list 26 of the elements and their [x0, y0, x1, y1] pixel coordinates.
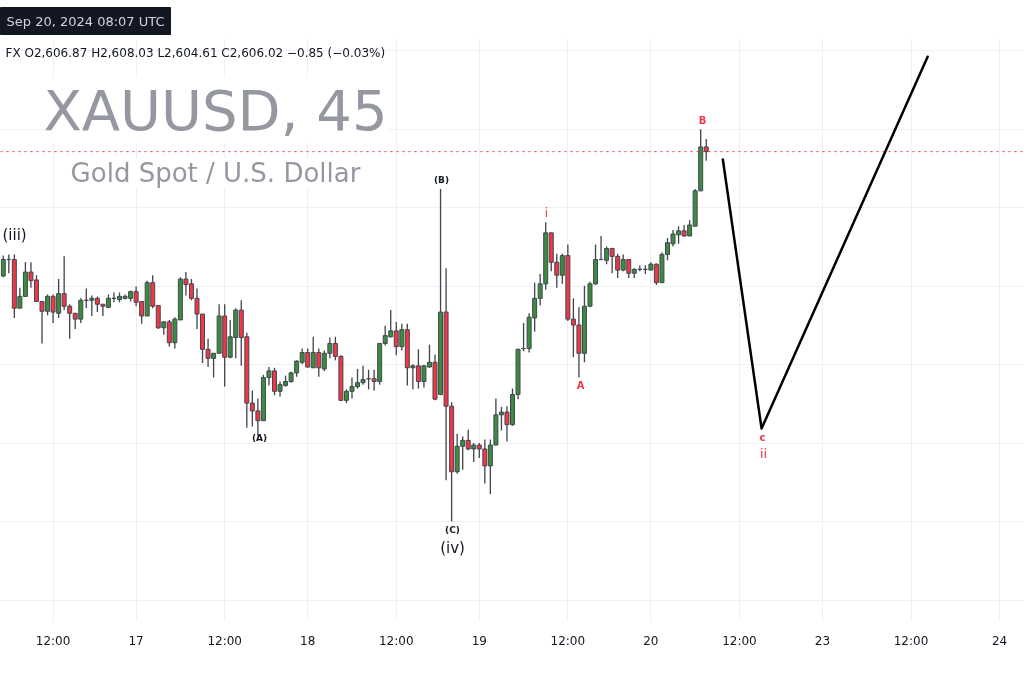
- annotation: (B): [433, 174, 450, 185]
- chart-title: XAUUSD, 45: [43, 77, 388, 143]
- text: B: [698, 115, 707, 127]
- text: FX O2,606.87 H2,608.03 L2,604.61 C2,606.02 −0.85 (−0.03%): [5, 46, 386, 61]
- x-tick-label: 12:00: [550, 633, 586, 648]
- text: Gold Spot / U.S. Dollar: [70, 158, 361, 189]
- x-tick-label: 12:00: [378, 633, 414, 648]
- text: (C): [445, 524, 460, 535]
- x-tick-label: 24: [991, 633, 1008, 648]
- annotation: A: [576, 379, 585, 391]
- x-tick-label: 17: [128, 633, 144, 648]
- text: (iv): [440, 538, 465, 557]
- annotation: ii: [759, 446, 768, 462]
- x-tick-label: 12:00: [35, 633, 71, 648]
- x-tick-label: 12:00: [722, 633, 757, 648]
- x-tick-label: 18: [300, 633, 316, 648]
- annotation: c: [759, 432, 766, 444]
- x-tick-label: 23: [814, 633, 831, 648]
- annotation: i: [544, 205, 549, 220]
- x-tick-label: 20: [643, 633, 659, 648]
- x-tick-label: 19: [471, 633, 487, 648]
- x-tick-label: 12:00: [893, 633, 929, 648]
- annotation: (A): [251, 432, 268, 443]
- x-tick-label: 12:00: [207, 633, 242, 648]
- annotation: (iii): [2, 226, 27, 245]
- text: Sep 20, 2024 08:07 UTC: [6, 13, 165, 29]
